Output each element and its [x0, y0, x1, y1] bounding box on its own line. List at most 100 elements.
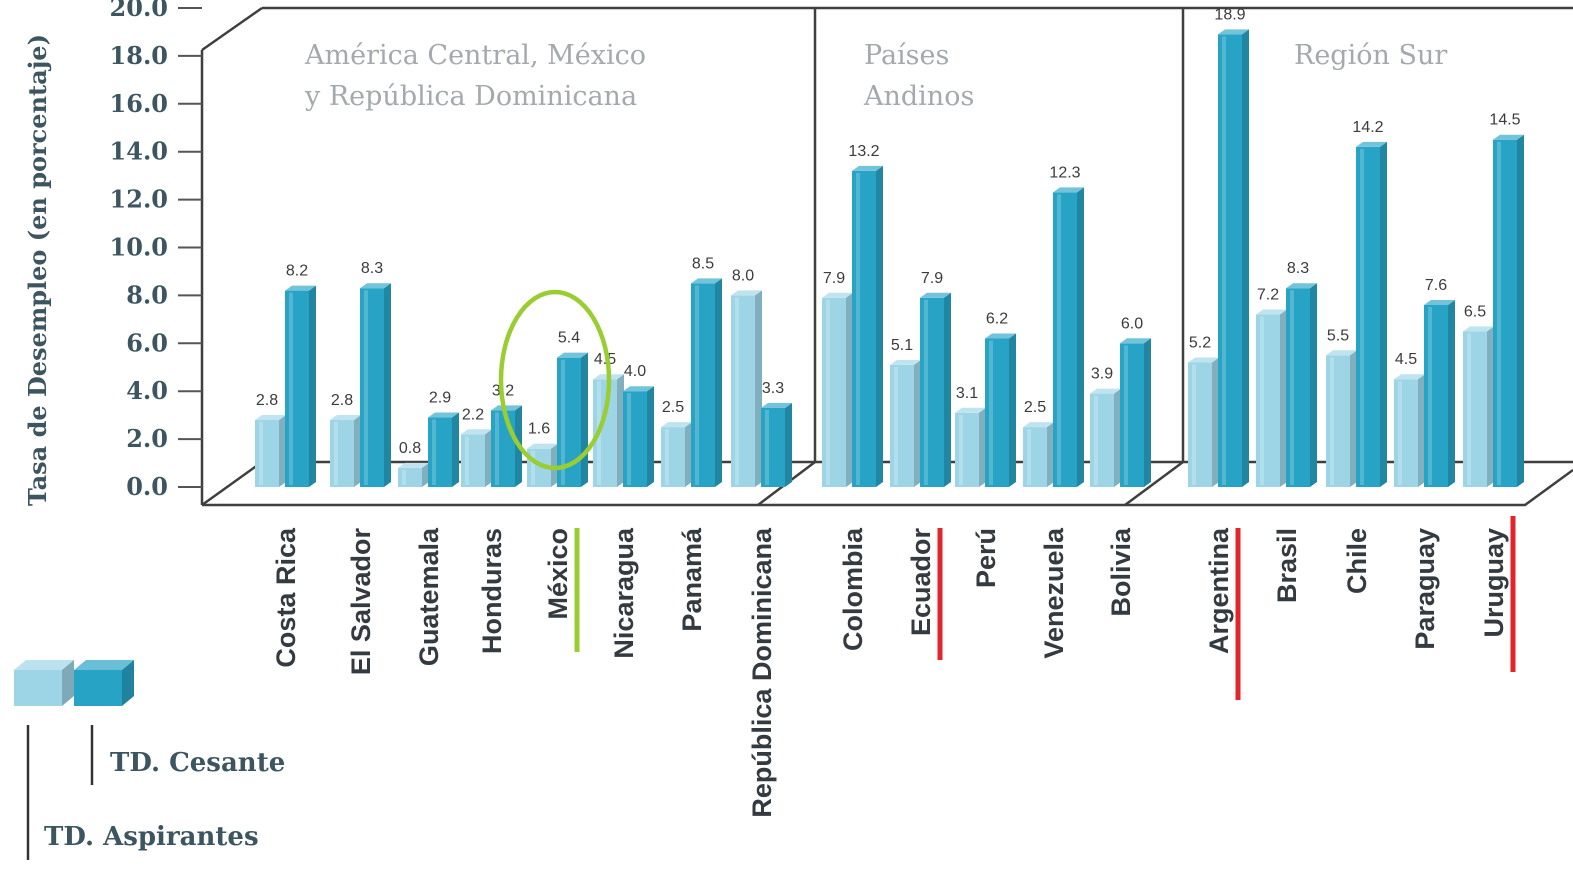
data-label-cesante: 18.9 [1214, 6, 1245, 23]
data-label-aspirantes: 1.6 [528, 421, 550, 438]
bar-highlight [495, 412, 499, 485]
region-title: Andinos [863, 81, 974, 112]
bar-cesante [1120, 338, 1151, 487]
bar-side [1212, 357, 1219, 487]
bar-cesante [623, 386, 654, 487]
bar-highlight [989, 340, 993, 485]
bar-aspirantes [1256, 309, 1287, 487]
data-label-aspirantes: 2.5 [1024, 399, 1046, 416]
bar-highlight [894, 366, 898, 485]
x-category-label: El Salvador [346, 528, 376, 676]
bar-front [623, 391, 647, 487]
bar-side [485, 429, 492, 487]
y-tick-label: 0.0 [126, 472, 168, 501]
bar-side [1280, 309, 1287, 487]
legend-swatch-top [14, 660, 74, 670]
bar-top [1493, 134, 1524, 140]
bar-highlight [1428, 306, 1432, 485]
bar-top [1120, 338, 1151, 344]
bar-side [1242, 29, 1249, 487]
bar-top [330, 414, 361, 420]
legend-swatch-aspirantes [14, 660, 74, 706]
frame-corner-edge [201, 6, 263, 52]
x-category-label: Argentina [1204, 527, 1234, 654]
data-label-cesante: 6.2 [986, 311, 1008, 328]
bar-front [1356, 146, 1380, 487]
bar-highlight [561, 359, 565, 485]
bar-front [461, 434, 485, 487]
bar-side [1487, 326, 1494, 487]
bar-top [255, 414, 286, 420]
bar-top [661, 422, 692, 428]
x-category-label: Honduras [477, 528, 507, 654]
data-label-cesante: 7.6 [1425, 277, 1447, 294]
bar-highlight [259, 421, 263, 485]
bar-cesante [1286, 283, 1317, 487]
bar-aspirantes [890, 359, 921, 487]
x-category-label: Venezuela [1039, 527, 1069, 659]
y-tick-label: 10.0 [110, 233, 168, 262]
bar-top [1286, 283, 1317, 289]
bar-front [1424, 304, 1448, 487]
bar-front [1493, 139, 1517, 487]
data-label-aspirantes: 5.5 [1327, 327, 1349, 344]
bar-highlight [531, 450, 535, 485]
bar-top [955, 407, 986, 413]
bar-cesante [985, 333, 1016, 487]
group-divider [813, 8, 1185, 462]
bar-side [1144, 338, 1151, 487]
bar-side [914, 359, 921, 487]
bar-front [691, 283, 715, 487]
bar-side [785, 402, 792, 487]
bar-highlight [695, 285, 699, 485]
bar-top [985, 333, 1016, 339]
data-label-aspirantes: 2.8 [256, 392, 278, 409]
bar-top [1188, 357, 1219, 363]
bar-side [617, 374, 624, 487]
bar-side [581, 352, 588, 487]
bar-top [691, 278, 722, 284]
bar-side [1009, 333, 1016, 487]
bar-side [1517, 134, 1524, 487]
bar-top [1218, 29, 1249, 35]
y-tick-label: 2.0 [126, 424, 168, 453]
bar-highlight [1360, 148, 1364, 485]
bar-front [1394, 379, 1418, 487]
bar-front [1053, 192, 1077, 488]
data-label-cesante: 8.3 [1287, 260, 1309, 277]
legend-label-aspirantes: TD. Aspirantes [44, 822, 259, 852]
data-label-aspirantes: 7.9 [823, 270, 845, 287]
bar-highlight [1467, 333, 1471, 485]
x-category-label: Uruguay [1479, 528, 1509, 638]
bar-highlight [1027, 429, 1031, 485]
bar-front [255, 419, 279, 487]
bar-side [715, 278, 722, 487]
bar-top [398, 462, 429, 468]
y-tick-label: 14.0 [110, 137, 168, 166]
bar-front [731, 295, 755, 487]
data-label-cesante: 13.2 [848, 143, 879, 160]
data-label-aspirantes: 7.2 [1257, 287, 1279, 304]
bar-top [285, 285, 316, 291]
bar-aspirantes [255, 414, 286, 487]
data-label-cesante: 8.3 [361, 260, 383, 277]
bar-top [852, 165, 883, 171]
bar-front [330, 419, 354, 487]
bar-front [761, 407, 785, 487]
bar-top [623, 386, 654, 392]
bar-highlight [1290, 290, 1294, 485]
bar-highlight [1222, 36, 1226, 485]
y-tick-label: 20.0 [110, 0, 168, 22]
bar-front [428, 417, 452, 487]
bar-aspirantes [731, 290, 762, 487]
bar-top [890, 359, 921, 365]
data-label-aspirantes: 8.0 [732, 267, 754, 284]
x-category-label: Brasil [1272, 528, 1302, 603]
data-label-aspirantes: 2.8 [331, 392, 353, 409]
bar-side [647, 386, 654, 487]
bar-top [360, 283, 391, 289]
bar-highlight [1124, 345, 1128, 485]
x-category-label: República Dominicana [747, 527, 777, 818]
bar-highlight [1094, 395, 1098, 485]
